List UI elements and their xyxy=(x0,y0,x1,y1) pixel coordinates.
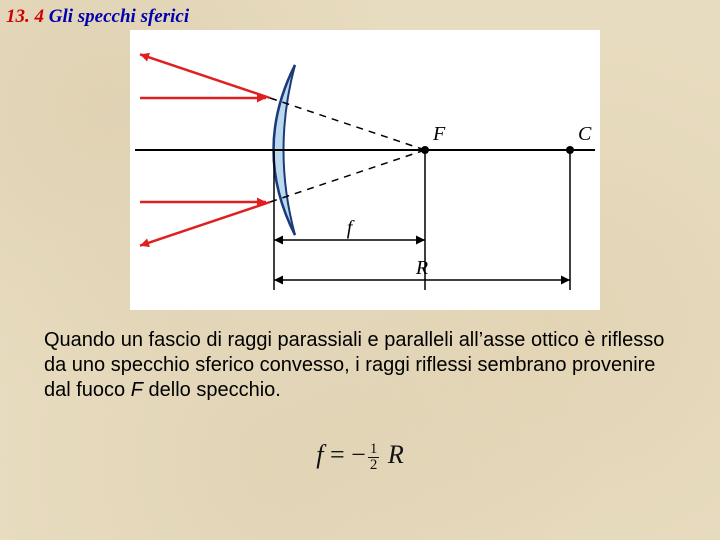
section-title: 13. 4 Gli specchi sferici xyxy=(6,6,189,28)
body-paragraph: Quando un fascio di raggi parassiali e p… xyxy=(44,328,680,403)
formula-eq: = xyxy=(330,440,345,469)
svg-text:R: R xyxy=(415,257,428,279)
formula-fraction: 12 xyxy=(368,442,380,473)
svg-text:C: C xyxy=(578,123,592,145)
svg-text:F: F xyxy=(432,123,446,145)
optics-diagram: F Cf R xyxy=(130,30,600,310)
formula-num: 1 xyxy=(368,442,380,458)
section-number: 13. 4 xyxy=(6,6,44,27)
formula-den: 2 xyxy=(368,458,380,473)
focal-length-formula: f = −12 R xyxy=(0,440,720,473)
focus-var: F xyxy=(131,379,143,401)
formula-lhs: f xyxy=(316,440,323,469)
formula-rhs: R xyxy=(388,440,404,469)
section-text: Gli specchi sferici xyxy=(49,6,189,27)
svg-text:f: f xyxy=(347,217,355,239)
body-text-2: dello specchio. xyxy=(143,379,281,401)
formula-minus: − xyxy=(351,440,366,469)
